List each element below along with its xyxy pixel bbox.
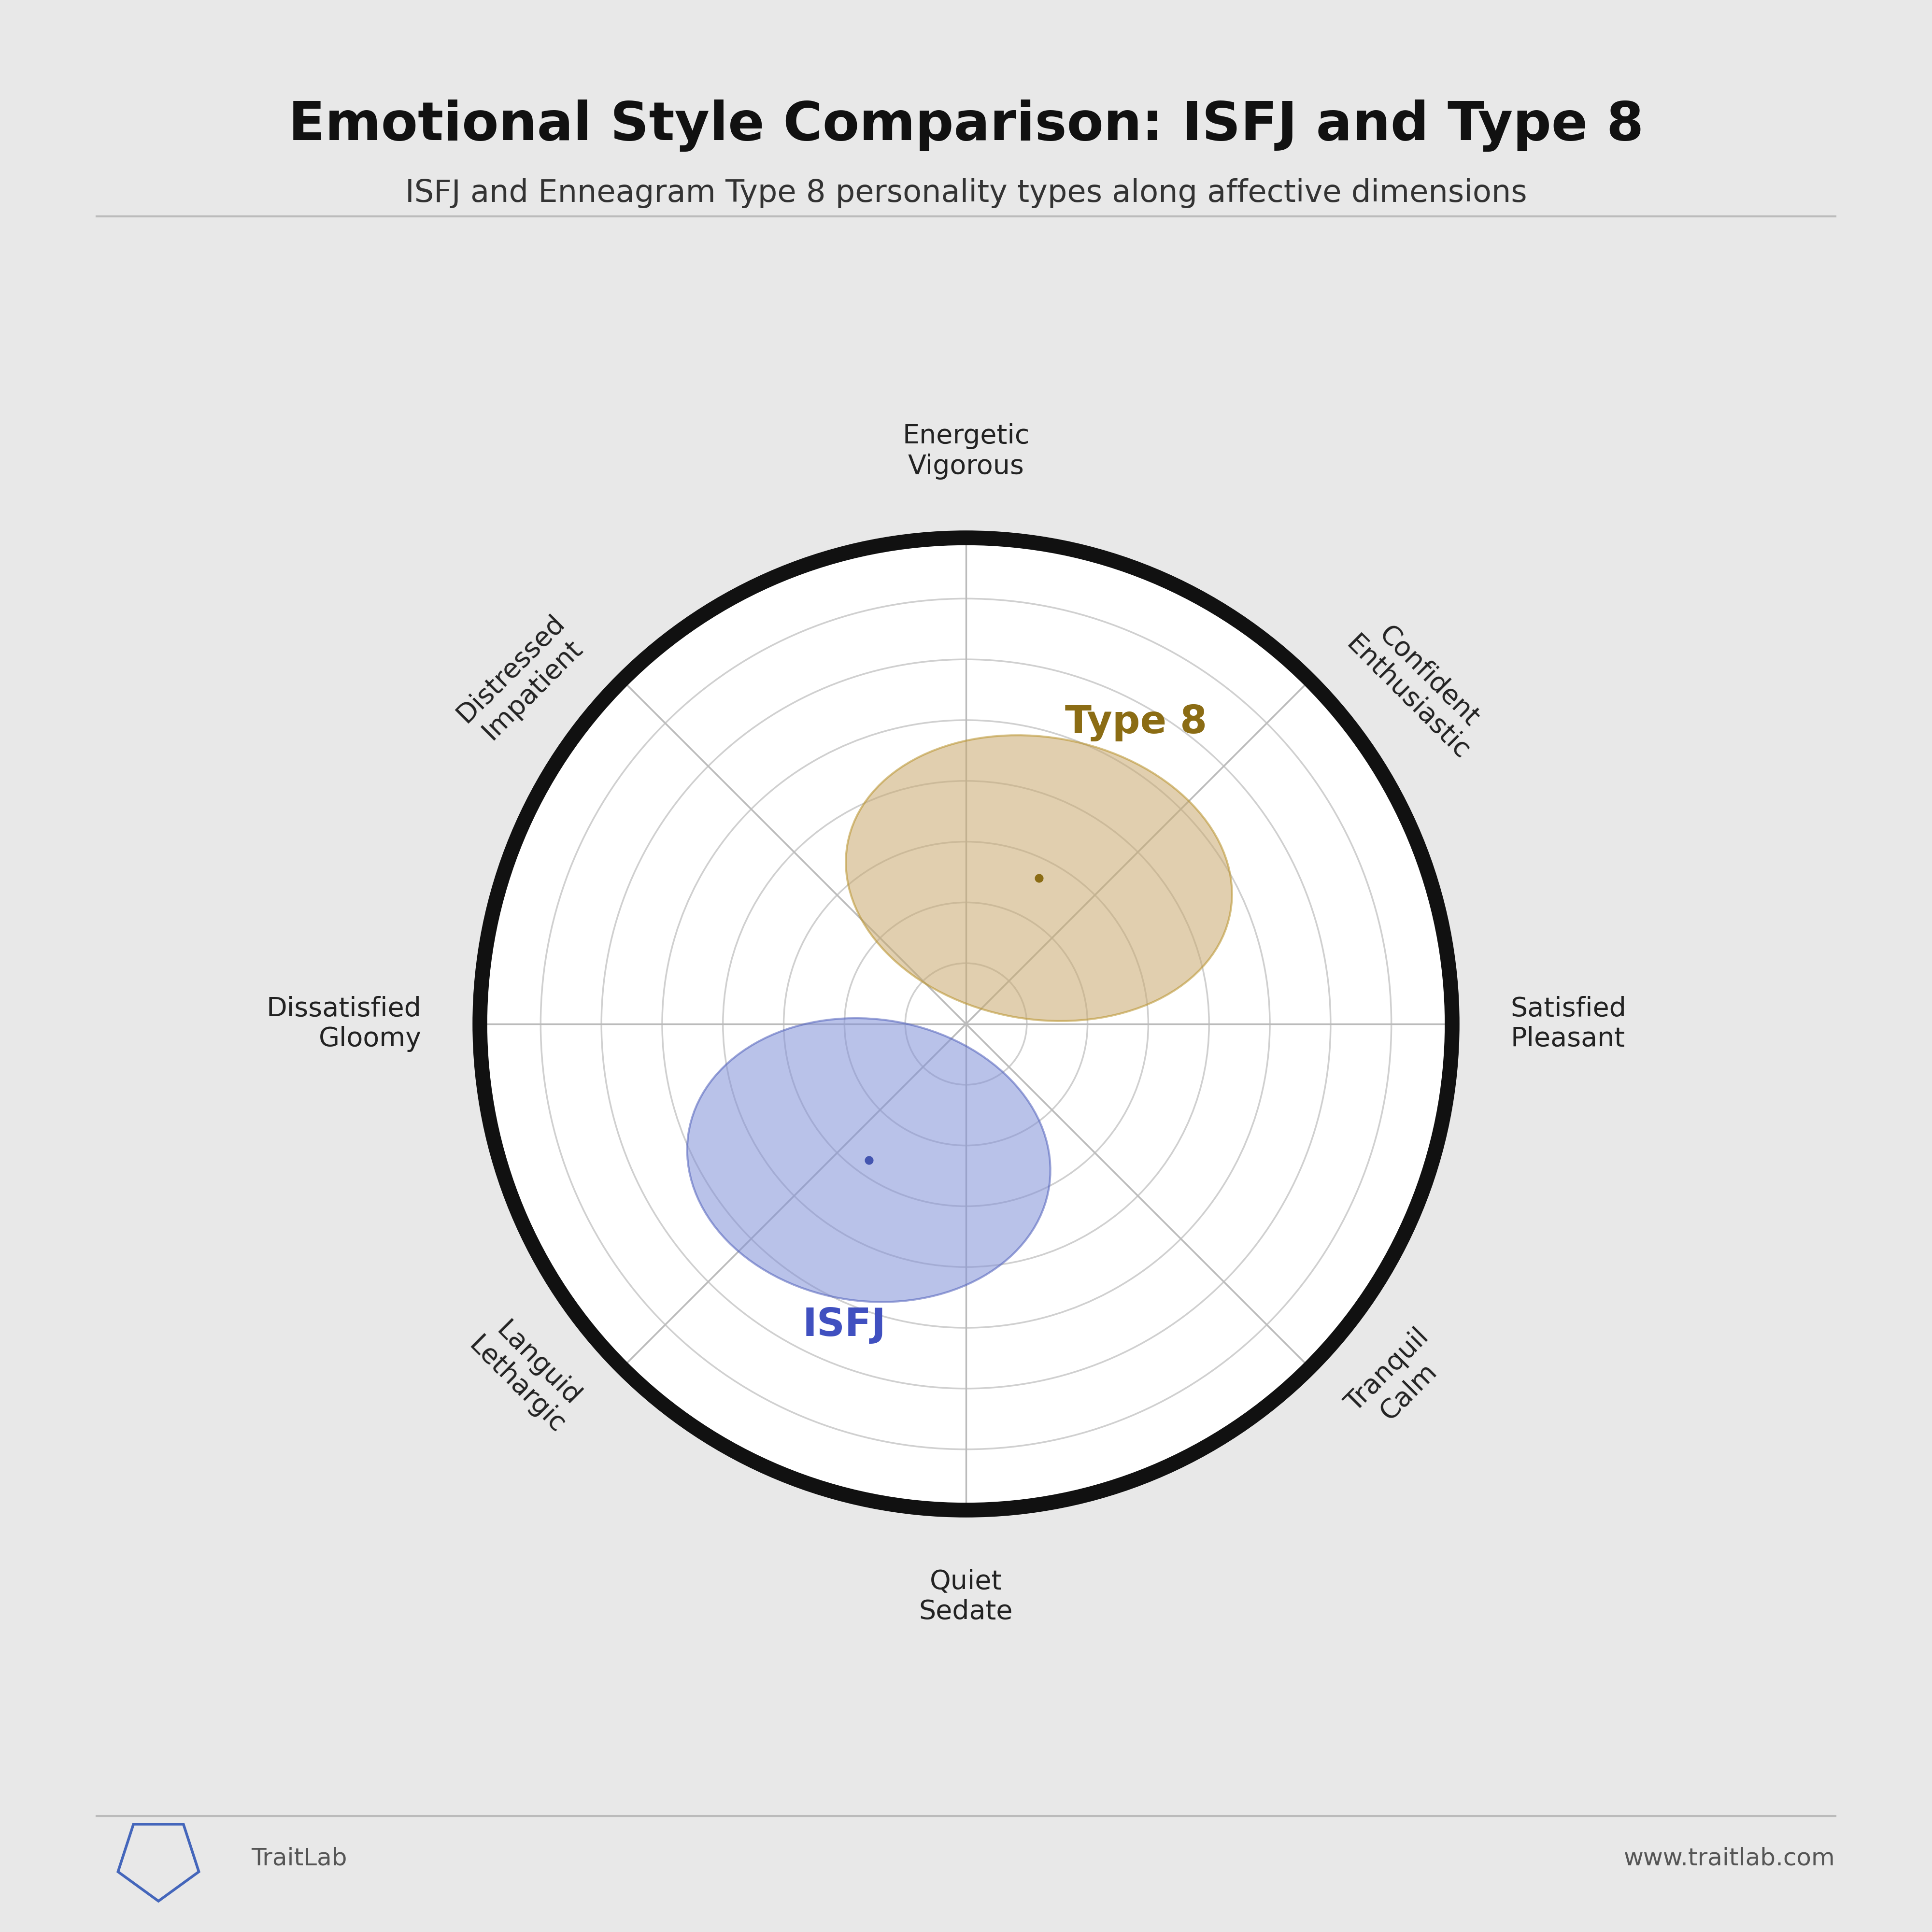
Text: Quiet
Sedate: Quiet Sedate xyxy=(920,1569,1012,1625)
Ellipse shape xyxy=(846,736,1233,1020)
Text: Energetic
Vigorous: Energetic Vigorous xyxy=(902,423,1030,479)
Text: ISFJ and Enneagram Type 8 personality types along affective dimensions: ISFJ and Enneagram Type 8 personality ty… xyxy=(406,178,1526,209)
Ellipse shape xyxy=(688,1018,1051,1302)
Text: Emotional Style Comparison: ISFJ and Type 8: Emotional Style Comparison: ISFJ and Typ… xyxy=(288,99,1644,153)
Text: Dissatisfied
Gloomy: Dissatisfied Gloomy xyxy=(267,995,421,1053)
Text: Satisfied
Pleasant: Satisfied Pleasant xyxy=(1511,995,1627,1053)
Text: www.traitlab.com: www.traitlab.com xyxy=(1625,1847,1835,1870)
Text: Distressed
Impatient: Distressed Impatient xyxy=(452,609,591,750)
Text: Confident
Enthusiastic: Confident Enthusiastic xyxy=(1341,609,1495,765)
Text: Tranquil
Calm: Tranquil Calm xyxy=(1341,1323,1455,1439)
Text: Languid
Lethargic: Languid Lethargic xyxy=(464,1310,591,1439)
Text: TraitLab: TraitLab xyxy=(251,1847,348,1870)
Text: ISFJ: ISFJ xyxy=(804,1306,887,1345)
Circle shape xyxy=(479,537,1453,1511)
Text: Type 8: Type 8 xyxy=(1065,703,1208,742)
